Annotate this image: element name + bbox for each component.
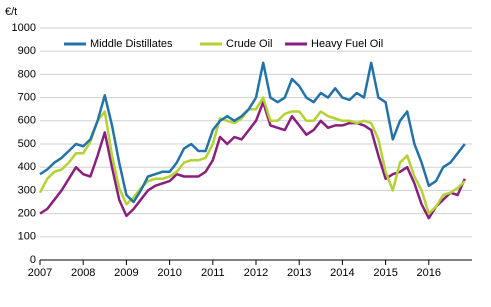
y-tick-label: 900 bbox=[18, 45, 36, 57]
x-tick-label: 2009 bbox=[114, 267, 138, 279]
legend-label: Heavy Fuel Oil bbox=[311, 38, 383, 50]
x-tick-label: 2008 bbox=[71, 267, 95, 279]
y-tick-label: 600 bbox=[18, 115, 36, 127]
y-tick-label: 100 bbox=[18, 231, 36, 243]
legend-label: Crude Oil bbox=[226, 38, 272, 50]
x-tick-label: 2015 bbox=[373, 267, 397, 279]
x-tick-label: 2010 bbox=[157, 267, 181, 279]
y-tick-label: 400 bbox=[18, 161, 36, 173]
series-line bbox=[39, 61, 466, 204]
x-tick-label: 2007 bbox=[28, 267, 52, 279]
y-tick-label: 200 bbox=[18, 208, 36, 220]
y-axis-label: €/t bbox=[5, 6, 17, 18]
x-tick-label: 2014 bbox=[330, 267, 354, 279]
legend-label: Middle Distillates bbox=[90, 38, 173, 50]
series-line bbox=[39, 100, 466, 220]
x-tick-label: 2012 bbox=[244, 267, 268, 279]
x-tick-label: 2011 bbox=[201, 267, 225, 279]
series-line bbox=[38, 96, 466, 215]
x-tick-label: 2013 bbox=[287, 267, 311, 279]
y-tick-label: 800 bbox=[18, 68, 36, 80]
y-tick-label: 0 bbox=[30, 254, 36, 266]
y-tick-label: 1000 bbox=[12, 22, 36, 34]
y-tick-label: 700 bbox=[18, 92, 36, 104]
y-tick-label: 500 bbox=[18, 138, 36, 150]
y-tick-label: 300 bbox=[18, 184, 36, 196]
x-tick-label: 2016 bbox=[417, 267, 441, 279]
